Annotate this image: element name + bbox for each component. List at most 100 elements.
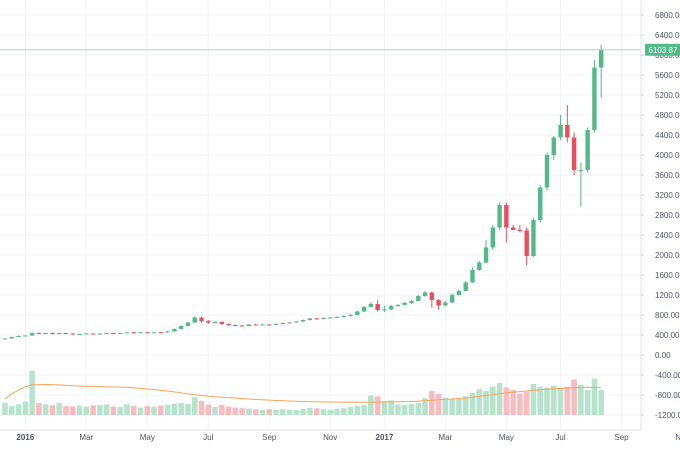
candle-up — [490, 225, 495, 250]
candle-body — [287, 322, 292, 324]
candle-body — [158, 332, 164, 334]
candle-body — [300, 320, 306, 322]
volume-bar — [496, 383, 503, 415]
volume-bar — [374, 396, 381, 415]
volume-bar — [164, 404, 171, 415]
volume-bar — [117, 407, 123, 415]
volume-bar — [307, 407, 313, 415]
volume-bar — [49, 405, 56, 415]
volume-bar — [462, 396, 469, 415]
candle-body — [477, 262, 482, 270]
volume-bar — [266, 409, 273, 415]
last-price-tag-background — [645, 43, 680, 56]
candle-body — [63, 333, 69, 334]
volume-bar — [246, 408, 252, 415]
candle-body — [307, 318, 313, 320]
candle-body — [504, 205, 509, 228]
candle-up — [416, 295, 421, 302]
volume-bar — [63, 406, 69, 416]
candle-down — [517, 225, 523, 233]
volume-bar — [435, 393, 442, 415]
candle-body — [585, 130, 590, 170]
candle-body — [531, 220, 536, 256]
volume-bar — [232, 407, 239, 415]
candle-body — [361, 307, 367, 312]
volume-bar — [517, 393, 523, 415]
volume-bar — [571, 379, 577, 415]
candle-body — [497, 205, 502, 228]
price-axis[interactable]: -1200.00 -800.00 -400.00 0.00 400.00 800.00 12… — [641, 11, 680, 420]
candle-body — [565, 125, 570, 138]
time-axis[interactable]: 2016 Mar May Jul Sep Nov 2017 Mar May Jul Sep Nov — [16, 433, 680, 442]
candle-up — [43, 332, 48, 334]
candle-body — [104, 333, 109, 334]
volume-bar — [97, 405, 103, 415]
candle-down — [63, 332, 69, 334]
candle-body — [9, 337, 14, 339]
candle-body — [571, 137, 577, 170]
candle-body — [267, 324, 272, 326]
candle-down — [375, 300, 380, 312]
candle-body — [510, 227, 516, 230]
candle-body — [558, 125, 563, 138]
candle-body — [429, 292, 435, 300]
volume-bar — [15, 404, 22, 415]
candle-up — [300, 319, 306, 322]
volume-bar — [239, 408, 245, 415]
candle-body — [341, 316, 346, 317]
volume-bar — [110, 406, 117, 415]
price-tick-label: 5200.00 — [655, 91, 680, 100]
volume-bar — [537, 386, 544, 415]
candle-body — [551, 137, 556, 155]
candle-down — [206, 320, 211, 324]
candle-body — [348, 315, 353, 316]
candle-body — [334, 317, 340, 318]
volume-bar — [476, 389, 483, 415]
volume-bar — [313, 408, 320, 415]
candle-body — [16, 336, 21, 337]
candle-up — [531, 217, 536, 257]
candle-body — [544, 155, 550, 188]
price-tick-label: 4400.00 — [655, 131, 680, 140]
price-tick-label: 6800.00 — [655, 11, 680, 20]
volume-bar — [368, 395, 374, 415]
volume-bar — [347, 406, 354, 415]
candle-up — [497, 202, 502, 230]
candle-body — [117, 333, 123, 334]
candle-body — [29, 333, 35, 336]
candle-down — [226, 323, 231, 326]
candle-down — [239, 325, 245, 327]
candle-body — [443, 302, 448, 306]
candle-up — [558, 115, 563, 140]
candle-body — [599, 49, 604, 68]
candle-up — [422, 291, 428, 297]
candle-down — [267, 324, 272, 326]
time-tick-label: Jul — [203, 433, 213, 442]
volume-bar — [2, 402, 8, 415]
candle-body — [138, 332, 143, 334]
volume-moving-average — [4, 383, 602, 403]
grid-lines — [0, 0, 641, 430]
candle-up — [348, 314, 353, 317]
price-tick-label: 5600.00 — [655, 71, 680, 80]
volume-bar — [124, 404, 130, 415]
volume-bar — [591, 378, 598, 415]
candle-body — [2, 338, 8, 340]
candle-body — [233, 325, 238, 326]
volume-ma-line — [4, 383, 602, 403]
candle-up — [165, 331, 170, 333]
candle-body — [470, 270, 475, 283]
volume-bar — [456, 399, 462, 415]
candle-body — [185, 322, 191, 326]
volume-bar — [429, 391, 435, 415]
candle-down — [571, 132, 577, 175]
candle-up — [294, 321, 299, 323]
candle-up — [23, 335, 28, 337]
candle-up — [212, 321, 218, 324]
volume-bar — [544, 387, 550, 415]
price-tick-label: 3600.00 — [655, 171, 680, 180]
volume-bar — [286, 409, 293, 415]
